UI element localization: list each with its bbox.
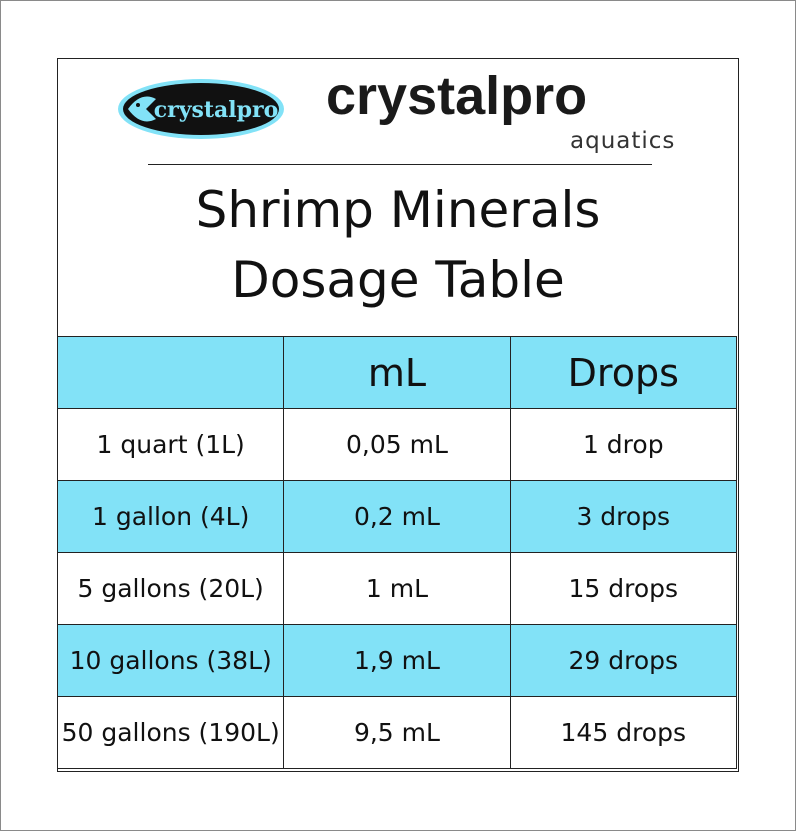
table-row: 1 quart (1L) 0,05 mL 1 drop xyxy=(56,408,738,481)
drops-cell: 29 drops xyxy=(509,624,738,697)
crystalpro-logo: crystalpro xyxy=(118,79,284,139)
page-title: Shrimp Minerals Dosage Table xyxy=(58,175,738,315)
table-row: 1 gallon (4L) 0,2 mL 3 drops xyxy=(56,480,738,553)
drops-cell: 145 drops xyxy=(509,696,738,769)
drops-cell: 1 drop xyxy=(509,408,738,481)
drops-cell: 15 drops xyxy=(509,552,738,625)
ml-cell: 9,5 mL xyxy=(283,696,511,769)
dosage-table: mL Drops 1 quart (1L) 0,05 mL 1 drop 1 g… xyxy=(56,336,738,769)
title-line-2: Dosage Table xyxy=(231,251,565,309)
header: crystalpro crystalpro aquatics Shrimp Mi… xyxy=(58,59,738,337)
divider xyxy=(148,164,652,165)
table-row: 10 gallons (38L) 1,9 mL 29 drops xyxy=(56,624,738,697)
brand-subtitle: aquatics xyxy=(570,128,676,154)
header-cell xyxy=(56,336,285,409)
table-header-row: mL Drops xyxy=(56,336,738,409)
header-cell: Drops xyxy=(509,336,738,409)
volume-cell: 10 gallons (38L) xyxy=(56,624,285,697)
header-cell: mL xyxy=(283,336,511,409)
volume-cell: 1 quart (1L) xyxy=(56,408,285,481)
svg-text:crystalpro: crystalpro xyxy=(154,97,279,123)
brand-name: crystalpro xyxy=(326,66,588,126)
ml-cell: 0,05 mL xyxy=(283,408,511,481)
volume-cell: 1 gallon (4L) xyxy=(56,480,285,553)
dosage-card: crystalpro crystalpro aquatics Shrimp Mi… xyxy=(56,58,739,772)
ml-cell: 1,9 mL xyxy=(283,624,511,697)
table-row: 5 gallons (20L) 1 mL 15 drops xyxy=(56,552,738,625)
table-row: 50 gallons (190L) 9,5 mL 145 drops xyxy=(56,696,738,769)
ml-cell: 0,2 mL xyxy=(283,480,511,553)
volume-cell: 5 gallons (20L) xyxy=(56,552,285,625)
drops-cell: 3 drops xyxy=(509,480,738,553)
volume-cell: 50 gallons (190L) xyxy=(56,696,285,769)
ml-cell: 1 mL xyxy=(283,552,511,625)
title-line-1: Shrimp Minerals xyxy=(195,181,601,239)
